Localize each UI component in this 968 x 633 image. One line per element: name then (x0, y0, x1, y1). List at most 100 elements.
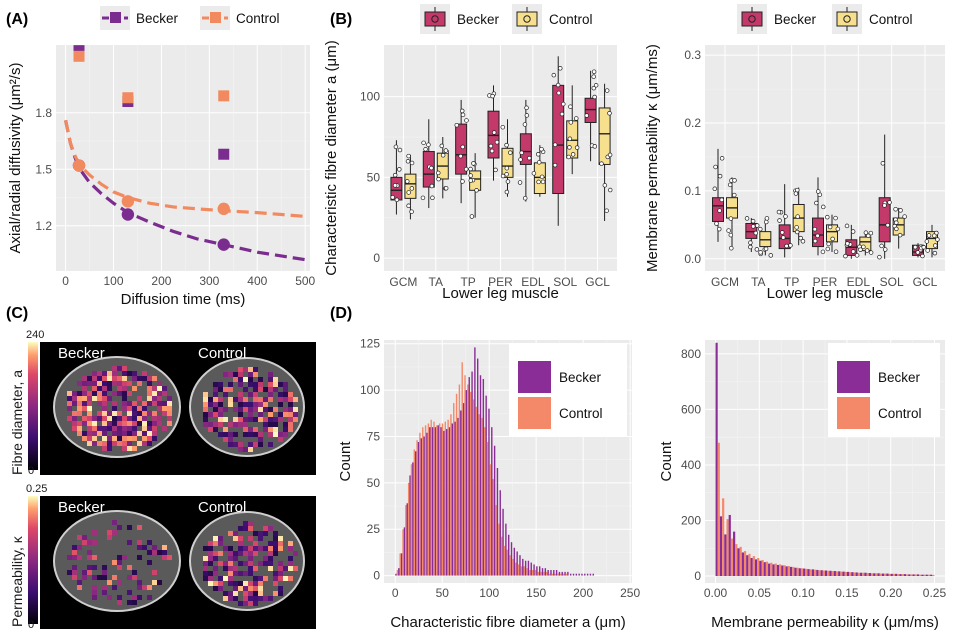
y-tick-label: 0.3 (684, 48, 701, 62)
map-pixel (97, 401, 102, 406)
data-point (592, 144, 598, 149)
map-pixel (152, 431, 157, 436)
map-pixel (142, 431, 147, 436)
y-tick-label: 125 (360, 337, 380, 351)
data-point (926, 233, 932, 238)
map-pixel (92, 530, 97, 535)
map-pixel (238, 402, 243, 407)
map-pixel (238, 392, 243, 397)
hist-bar-control (546, 571, 548, 576)
data-point (443, 185, 449, 191)
x-tick-label: 100 (479, 586, 499, 600)
hist-bar-control (433, 421, 435, 576)
map-pixel (278, 402, 283, 407)
data-point (607, 152, 613, 158)
hist-bar-becker (527, 560, 530, 576)
map-pixel (87, 421, 92, 426)
y-tick-label: 800 (681, 347, 701, 361)
map-pixel (112, 426, 117, 431)
map-pixel (122, 446, 127, 451)
map-control-label-top: Control (198, 345, 246, 362)
data-point (844, 223, 850, 229)
fibre-diameter-colorbar (28, 342, 38, 470)
map-pixel (92, 416, 97, 421)
map-pixel (288, 407, 293, 412)
hist-bar-becker (474, 347, 476, 576)
data-point (815, 233, 820, 239)
map-pixel (102, 431, 107, 436)
hist-bar-becker (530, 562, 532, 576)
map-pixel (288, 417, 293, 422)
map-pixel (162, 406, 167, 411)
map-pixel (77, 555, 82, 560)
hist-bar-becker (496, 467, 499, 576)
map-pixel (273, 432, 278, 437)
map-pixel (147, 386, 152, 391)
permeability-map (53, 510, 305, 612)
map-pixel (273, 571, 278, 576)
map-pixel (228, 402, 233, 407)
map-pixel (87, 416, 92, 421)
map-pixel (82, 540, 87, 545)
map-pixel (258, 586, 263, 591)
map-pixel (288, 566, 293, 571)
data-point (559, 111, 565, 117)
map-pixel (223, 546, 228, 551)
map-pixel (223, 417, 228, 422)
data-point (604, 88, 610, 93)
map-pixel (238, 397, 243, 402)
map-pixel (82, 436, 87, 441)
map-pixel (263, 526, 268, 531)
map-pixel (248, 392, 253, 397)
map-pixel (278, 566, 283, 571)
map-pixel (122, 431, 127, 436)
map-pixel (152, 386, 157, 391)
map-pixel (258, 581, 263, 586)
map-pixel (102, 565, 107, 570)
map-pixel (142, 421, 147, 426)
map-pixel (147, 441, 152, 446)
data-point (863, 230, 869, 235)
map-pixel (152, 570, 157, 575)
hist-bar-becker (533, 564, 535, 576)
hist-bar-control (399, 553, 401, 576)
hist-bar-control (478, 414, 480, 576)
hist-bar-becker (420, 438, 423, 576)
hist-bar-becker (772, 564, 775, 577)
data-point (397, 167, 402, 172)
data-point (394, 197, 400, 203)
square-point (73, 45, 85, 57)
hist-bar-becker (400, 553, 403, 576)
data-point (409, 160, 415, 166)
map-pixel (268, 392, 273, 397)
map-pixel (203, 397, 208, 402)
map-pixel (273, 377, 278, 382)
data-point (879, 243, 884, 249)
map-pixel (77, 580, 82, 585)
map-pixel (243, 546, 248, 551)
data-point (776, 209, 782, 215)
map-pixel (218, 541, 223, 546)
hist-bar-becker (437, 425, 439, 576)
legend-key (837, 361, 870, 393)
map-pixel (142, 406, 147, 411)
data-point (864, 248, 870, 253)
data-point (421, 140, 426, 146)
map-pixel (157, 391, 162, 396)
hist-bar-becker (415, 451, 417, 576)
data-point (877, 254, 882, 260)
map-pixel (142, 401, 147, 406)
hist-bar-becker (426, 432, 428, 576)
x-tick-label: SOL (553, 275, 577, 289)
map-pixel (72, 396, 77, 401)
map-pixel (248, 447, 253, 452)
legend-label: Control (559, 406, 603, 421)
hist-bar-becker (746, 555, 749, 577)
hist-bar-control (722, 498, 725, 577)
hist-bar-becker (561, 571, 563, 576)
data-point (567, 136, 573, 142)
map-pixel (107, 441, 112, 446)
map-pixel (77, 391, 82, 396)
map-pixel (67, 416, 72, 421)
